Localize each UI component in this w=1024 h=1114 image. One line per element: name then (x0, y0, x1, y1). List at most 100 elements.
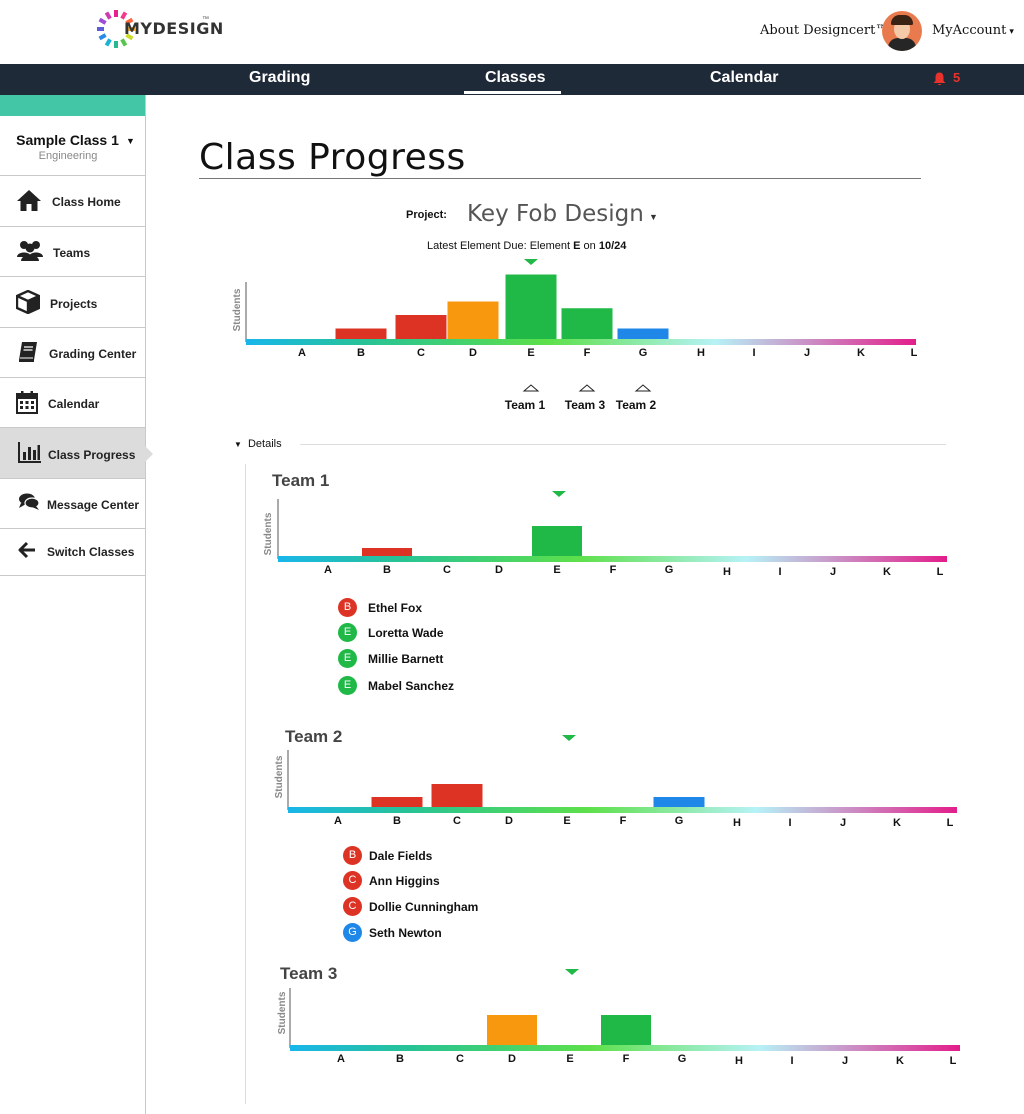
sidebar-item-label: Teams (53, 246, 91, 260)
avatar[interactable] (882, 11, 922, 51)
active-item-pointer (145, 446, 153, 462)
bell-icon[interactable] (933, 70, 946, 90)
x-tick-label: B (393, 815, 401, 827)
sidebar-item-projects[interactable]: Projects (0, 276, 145, 327)
x-tick-label: J (840, 817, 846, 829)
team-marker-label[interactable]: Team 2 (616, 398, 657, 412)
bar-G[interactable] (653, 797, 705, 810)
my-account-menu[interactable]: MyAccount ▾ (932, 23, 1014, 38)
latest-element-due: Latest Element Due: Element E on 10/24 (427, 240, 627, 252)
title-divider (199, 178, 921, 179)
student-name: Ann Higgins (369, 874, 440, 888)
logo-ring-icon (97, 10, 135, 48)
sidebar-item-calendar[interactable]: Calendar (0, 377, 145, 427)
bar-G[interactable] (617, 328, 669, 343)
notification-count[interactable]: 5 (953, 70, 961, 85)
y-axis-label: Students (277, 991, 288, 1034)
sidebar-item-grading-center[interactable]: Grading Center (0, 327, 145, 377)
logo-trademark: ™ (202, 16, 209, 23)
x-tick-label: K (896, 1055, 904, 1067)
x-tick-label: H (735, 1055, 743, 1067)
bar-chart-icon (18, 441, 42, 465)
sidebar-item-class-progress[interactable]: Class Progress (0, 427, 145, 478)
x-tick-label: G (665, 564, 674, 576)
class-subject: Engineering (38, 150, 98, 162)
x-tick-label: C (453, 815, 461, 827)
sidebar-item-message-center[interactable]: Message Center (0, 478, 145, 528)
team-marker-label[interactable]: Team 3 (565, 398, 606, 412)
sidebar-item-label: Grading Center (49, 347, 137, 361)
details-border (245, 464, 246, 1104)
details-label: Details (247, 438, 282, 450)
x-tick-label: A (337, 1053, 345, 1065)
bar-B[interactable] (335, 328, 387, 343)
bar-C[interactable] (395, 315, 447, 342)
users-icon (16, 239, 43, 263)
x-tick-label: F (620, 815, 627, 827)
x-tick-label: C (417, 347, 425, 359)
x-tick-label: J (842, 1055, 848, 1067)
bar-F[interactable] (601, 1015, 651, 1048)
details-toggle[interactable]: ▼ Details (234, 438, 282, 450)
bar-E[interactable] (505, 274, 557, 343)
chat-icon (18, 492, 42, 516)
student-name: Loretta Wade (368, 626, 444, 640)
tab-classes[interactable]: Classes (485, 69, 546, 86)
x-tick-label: I (790, 1055, 793, 1067)
x-tick-label: K (893, 817, 901, 829)
x-tick-label: E (553, 564, 560, 576)
chevron-down-icon: ▾ (1009, 27, 1014, 37)
sidebar-item-teams[interactable]: Teams (0, 226, 145, 276)
student-name: Dale Fields (369, 849, 433, 863)
sidebar-accent (0, 95, 145, 116)
x-tick-label: D (508, 1053, 516, 1065)
team-title: Team 1 (272, 471, 330, 490)
details-divider (300, 444, 946, 445)
tab-grading[interactable]: Grading (249, 69, 311, 86)
x-tick-label: D (505, 815, 513, 827)
x-tick-label: G (639, 347, 648, 359)
bar-F[interactable] (561, 308, 613, 342)
bar-D[interactable] (447, 301, 499, 343)
x-tick-label: B (357, 347, 365, 359)
y-axis-label: Students (274, 755, 285, 798)
sidebar-item-switch-classes[interactable]: Switch Classes (0, 528, 145, 576)
home-icon (16, 189, 41, 213)
element-badge: B (343, 846, 362, 865)
x-tick-label: E (527, 347, 534, 359)
x-tick-label: B (383, 564, 391, 576)
x-tick-label: H (733, 817, 741, 829)
main-nav: Grading Classes Calendar 5 (0, 64, 1024, 95)
mydesign-logo[interactable]: MYDESIGN ™ (96, 8, 236, 52)
x-tick-label: G (678, 1053, 687, 1065)
x-tick-label: L (947, 817, 954, 829)
about-link[interactable]: About Designcert™ (760, 23, 889, 38)
element-badge: G (343, 923, 362, 942)
student-name: Dollie Cunningham (369, 900, 479, 914)
bar-B[interactable] (371, 797, 423, 810)
tab-calendar[interactable]: Calendar (710, 69, 779, 86)
x-tick-label: L (911, 347, 918, 359)
team-marker-icon (522, 384, 540, 392)
x-tick-label: F (584, 347, 591, 359)
bar-D[interactable] (487, 1015, 537, 1048)
class-progress-chart: Students A B C D E F G H I J K L Team 1 Team 3 Team 2 (232, 259, 918, 412)
bar-B[interactable] (362, 548, 412, 559)
x-tick-label: J (804, 347, 810, 359)
sidebar-item-label: Switch Classes (47, 545, 135, 559)
book-icon (16, 340, 40, 364)
team-marker-icon (578, 384, 596, 392)
bar-C[interactable] (431, 784, 483, 810)
x-tick-label: F (623, 1053, 630, 1065)
logo-text: MYDESIGN (124, 19, 224, 38)
my-account-label: MyAccount (932, 23, 1007, 38)
student-name: Seth Newton (369, 926, 442, 940)
due-marker (565, 969, 579, 975)
x-tick-label: H (697, 347, 705, 359)
bar-E[interactable] (532, 526, 582, 559)
team-marker-label[interactable]: Team 1 (505, 398, 546, 412)
due-marker (524, 259, 538, 265)
element-badge: C (343, 897, 362, 916)
sidebar-item-class-home[interactable]: Class Home (0, 175, 145, 226)
x-axis-gradient (288, 807, 957, 813)
